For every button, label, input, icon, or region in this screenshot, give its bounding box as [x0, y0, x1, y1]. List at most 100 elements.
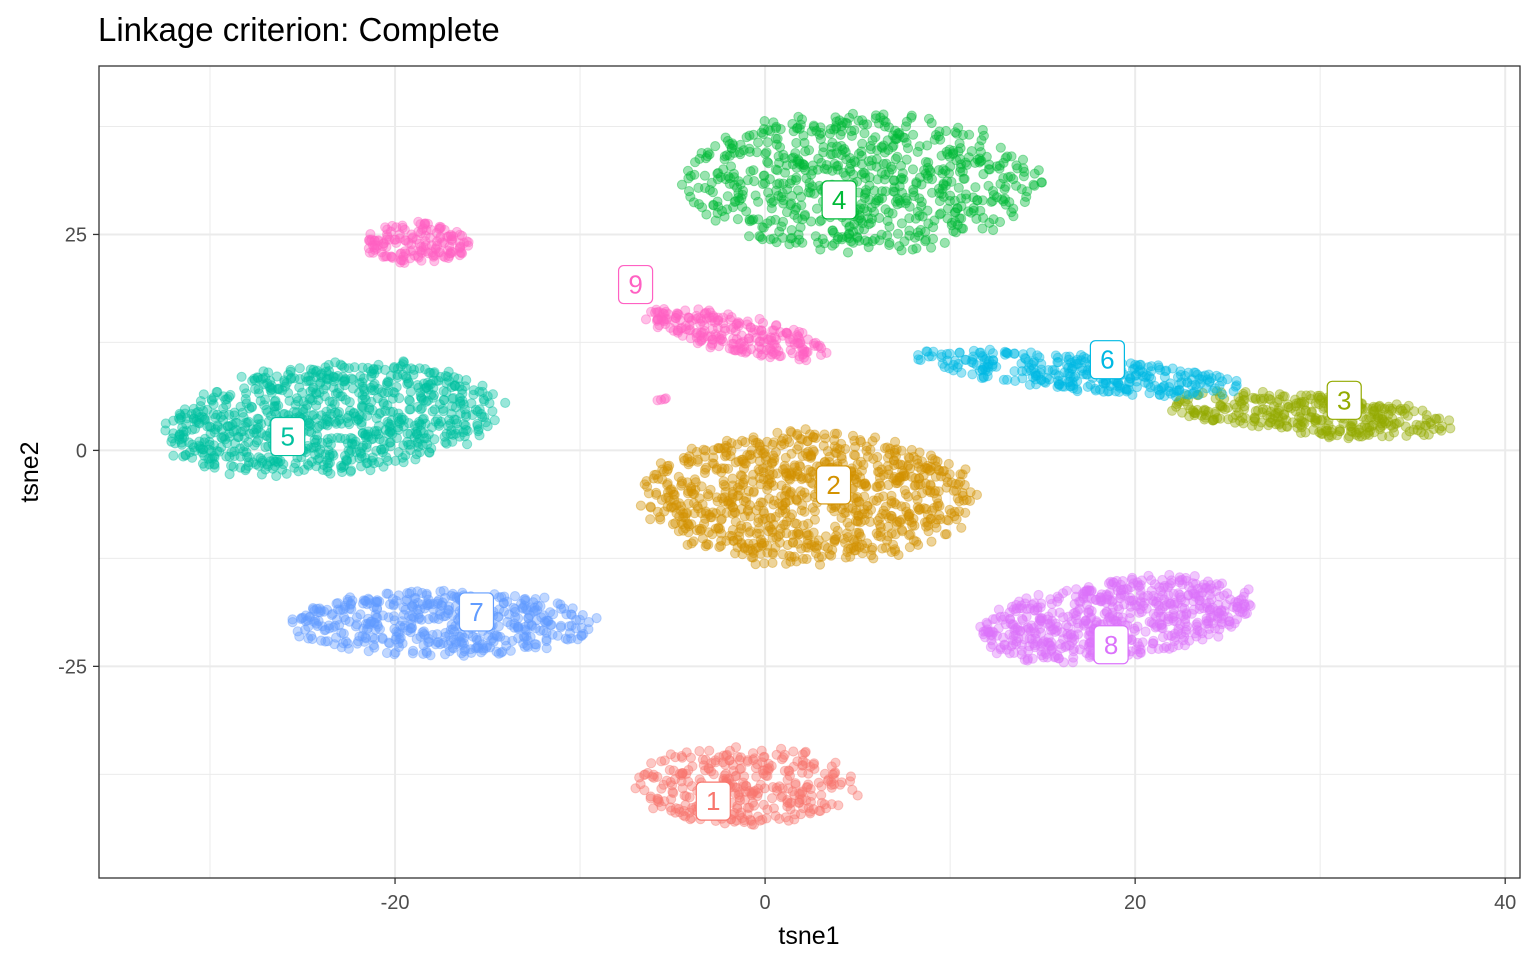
data-point [398, 357, 409, 368]
data-point [945, 190, 956, 201]
data-point [764, 465, 775, 476]
data-point [849, 125, 860, 136]
data-point [647, 771, 658, 782]
data-point [941, 514, 953, 526]
data-point [857, 115, 868, 126]
data-point [493, 621, 504, 632]
data-point [794, 794, 805, 806]
data-point [911, 536, 922, 547]
data-point [443, 366, 454, 377]
data-point [776, 743, 787, 754]
data-point [784, 798, 795, 809]
data-point [938, 164, 949, 175]
data-point [1010, 375, 1021, 386]
data-point [746, 445, 757, 456]
data-point [805, 808, 816, 819]
data-point [277, 464, 288, 475]
data-point [696, 523, 707, 535]
data-point [778, 752, 789, 763]
data-point [874, 467, 885, 478]
data-point [964, 495, 976, 506]
data-point [393, 447, 404, 458]
data-point [634, 772, 645, 783]
data-point [797, 749, 808, 760]
data-point [696, 335, 707, 346]
data-point [904, 530, 915, 541]
data-point [685, 752, 697, 763]
data-point [806, 450, 817, 461]
data-point [754, 466, 765, 477]
data-point [771, 334, 782, 345]
data-point [899, 236, 910, 247]
data-point [664, 495, 676, 506]
data-point [224, 409, 235, 420]
data-point [766, 760, 777, 772]
data-point [674, 498, 685, 509]
data-point [987, 361, 998, 372]
x-tick-label: 40 [1494, 892, 1516, 914]
data-point [896, 218, 908, 229]
data-point [1018, 163, 1029, 174]
data-point [1290, 394, 1301, 405]
data-point [414, 447, 425, 458]
data-point [385, 437, 396, 448]
data-point [894, 475, 905, 486]
data-point [892, 477, 903, 489]
data-point [1183, 367, 1194, 378]
data-point [1002, 172, 1014, 183]
data-point [316, 635, 327, 646]
data-point [476, 647, 487, 658]
data-point [697, 202, 708, 213]
data-point [812, 540, 823, 551]
data-point [1187, 388, 1198, 399]
data-point [402, 436, 413, 448]
data-point [803, 768, 814, 779]
data-point [826, 550, 837, 561]
data-point [806, 451, 817, 462]
data-point [777, 500, 788, 511]
data-point [880, 508, 892, 520]
data-point [389, 234, 400, 245]
data-point [700, 445, 711, 456]
data-point [686, 781, 698, 792]
data-point [946, 176, 957, 187]
data-point [1136, 575, 1147, 586]
data-point [702, 489, 714, 500]
data-point [896, 524, 908, 536]
data-point [732, 800, 743, 812]
data-point [703, 763, 715, 775]
data-point [739, 816, 750, 828]
data-point [710, 508, 722, 519]
data-point [748, 552, 759, 563]
data-point [858, 459, 869, 471]
data-point [745, 526, 756, 537]
data-point [676, 476, 687, 487]
data-point [1354, 431, 1365, 442]
data-point [715, 540, 727, 552]
data-point [837, 232, 848, 243]
data-point [815, 805, 826, 817]
data-point [480, 417, 491, 428]
data-point [819, 429, 830, 440]
data-point [331, 598, 342, 609]
data-point [288, 406, 299, 417]
data-point [907, 164, 919, 175]
data-point [877, 508, 888, 520]
chart-title: Linkage criterion: Complete [98, 11, 500, 48]
data-point [768, 196, 779, 207]
data-point [460, 409, 471, 420]
data-point [656, 783, 667, 794]
data-point [732, 214, 744, 225]
data-point [877, 543, 888, 554]
data-point [746, 788, 757, 799]
data-point [474, 430, 485, 441]
data-point [805, 429, 816, 440]
data-point [782, 774, 793, 785]
cluster-label-1: 1 [695, 781, 731, 821]
data-point [1187, 578, 1199, 589]
data-point [1167, 642, 1179, 653]
data-point [732, 803, 743, 814]
data-point [830, 112, 841, 123]
data-point [1210, 383, 1221, 394]
data-point [474, 635, 485, 646]
